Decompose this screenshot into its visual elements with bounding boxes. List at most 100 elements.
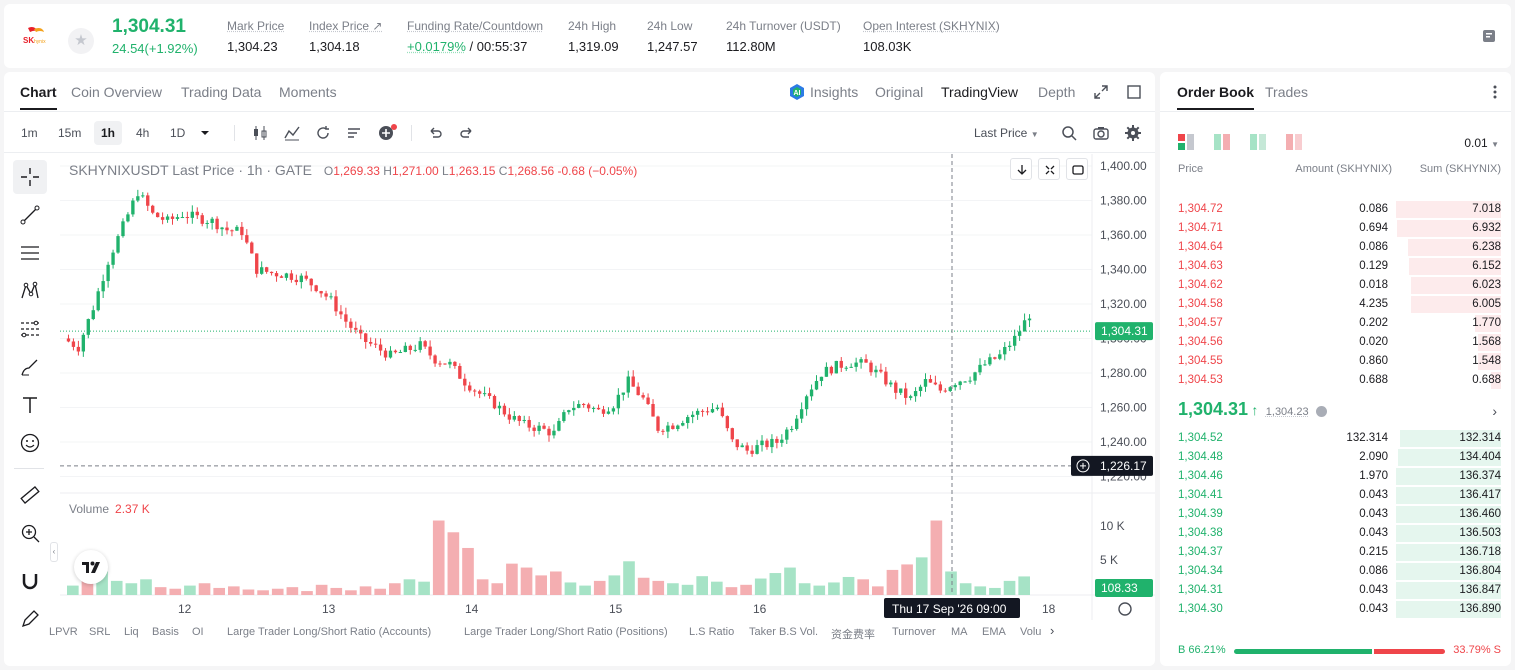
collapse-toolbar-icon[interactable]: ‹ [50, 542, 58, 562]
indicator-item[interactable]: Taker B.S Vol. [749, 626, 819, 638]
edit-lock-tool-icon[interactable] [13, 602, 47, 636]
undo-icon[interactable] [426, 124, 444, 142]
stat-open-interest[interactable]: Open Interest (SKHYNIX) 108.03K [863, 19, 1000, 54]
candle-type-icon[interactable] [251, 124, 269, 142]
search-icon[interactable] [1060, 124, 1078, 142]
pattern-tool-icon[interactable] [13, 274, 47, 308]
ask-row[interactable]: 1,304.72 0.086 7.018 [1160, 200, 1511, 219]
indicator-item[interactable]: L.S Ratio [689, 626, 735, 638]
timeframe-1h[interactable]: 1h [94, 121, 123, 145]
gear-icon[interactable] [1124, 124, 1142, 142]
indicator-item[interactable]: MA [951, 626, 968, 638]
ask-row[interactable]: 1,304.56 0.020 1.568 [1160, 333, 1511, 352]
indicator-item[interactable]: Liq [124, 626, 139, 638]
maximize-pane-icon[interactable] [1066, 158, 1088, 180]
bid-row[interactable]: 1,304.48 2.090 134.404 [1160, 448, 1511, 467]
tab-chart[interactable]: Chart [20, 84, 57, 110]
tab-trades[interactable]: Trades [1265, 84, 1309, 100]
ask-row[interactable]: 1,304.53 0.688 0.688 [1160, 371, 1511, 390]
camera-icon[interactable] [1092, 124, 1110, 142]
collapse-icon[interactable] [1038, 158, 1060, 180]
mid-price-row[interactable]: 1,304.31 ↑ 1,304.23 [1178, 399, 1327, 420]
bid-row[interactable]: 1,304.46 1.970 136.374 [1160, 467, 1511, 486]
bid-row[interactable]: 1,304.41 0.043 136.417 [1160, 486, 1511, 505]
bid-row[interactable]: 1,304.38 0.043 136.503 [1160, 524, 1511, 543]
tab-insights[interactable]: Insights [810, 84, 859, 100]
arrow-down-icon[interactable] [1010, 158, 1032, 180]
precision-select[interactable]: 0.01 ▼ [1464, 136, 1499, 150]
tab-moments[interactable]: Moments [279, 84, 337, 100]
timeframe-4h[interactable]: 4h [136, 126, 150, 140]
timeframe-1d[interactable]: 1D [170, 126, 186, 140]
book-mode-sells-icon[interactable] [1286, 134, 1302, 150]
trend-line-tool-icon[interactable] [13, 198, 47, 232]
stat-mark-price[interactable]: Mark Price 1,304.23 [227, 19, 284, 54]
timeframe-15m[interactable]: 15m [58, 126, 82, 140]
tradingview-logo-icon[interactable] [74, 550, 108, 584]
text-tool-icon[interactable] [13, 388, 47, 422]
templates-icon[interactable] [345, 124, 363, 142]
indicators-icon[interactable] [283, 124, 301, 142]
row-amount: 0.688 [1359, 374, 1388, 386]
chevron-right-icon[interactable]: › [1050, 623, 1055, 638]
ask-row[interactable]: 1,304.64 0.086 6.238 [1160, 238, 1511, 257]
indicator-item[interactable]: OI [192, 626, 204, 638]
ask-row[interactable]: 1,304.63 0.129 6.152 [1160, 257, 1511, 276]
compare-icon[interactable] [314, 124, 332, 142]
tab-depth[interactable]: Depth [1038, 84, 1076, 100]
tab-tradingview[interactable]: TradingView [941, 84, 1019, 100]
favorite-star-icon[interactable]: ★ [68, 28, 94, 54]
chevron-right-icon[interactable]: › [1492, 403, 1497, 419]
book-mode-asks-icon[interactable] [1250, 134, 1266, 150]
crosshair-tool-icon[interactable] [13, 160, 47, 194]
expand-icon[interactable] [1093, 84, 1109, 100]
fib-tool-icon[interactable] [13, 312, 47, 346]
tab-trading-data[interactable]: Trading Data [181, 84, 262, 100]
magnet-tool-icon[interactable] [13, 564, 47, 598]
indicator-item[interactable]: Large Trader Long/Short Ratio (Positions… [464, 626, 668, 638]
window-icon[interactable] [1126, 84, 1142, 100]
guide-book-icon[interactable] [1479, 26, 1499, 46]
ai-insights-icon[interactable]: AI [788, 83, 806, 101]
more-icon[interactable] [1493, 84, 1497, 100]
bid-row[interactable]: 1,304.31 0.043 136.847 [1160, 581, 1511, 600]
ruler-tool-icon[interactable] [13, 478, 47, 512]
indicator-item[interactable]: Turnover [892, 626, 936, 638]
ask-row[interactable]: 1,304.71 0.694 6.932 [1160, 219, 1511, 238]
indicator-item[interactable]: Basis [152, 626, 179, 638]
indicator-item[interactable]: EMA [982, 626, 1006, 638]
emoji-tool-icon[interactable] [13, 426, 47, 460]
indicator-item[interactable]: Large Trader Long/Short Ratio (Accounts) [227, 626, 432, 638]
tab-original[interactable]: Original [875, 84, 924, 100]
book-mode-both-icon[interactable] [1178, 134, 1194, 150]
redo-icon[interactable] [458, 124, 476, 142]
stat-index-price[interactable]: Index Price ↗ 1,304.18 [309, 19, 382, 54]
ask-row[interactable]: 1,304.55 0.860 1.548 [1160, 352, 1511, 371]
indicator-item[interactable]: LPVR [49, 626, 78, 638]
bid-row[interactable]: 1,304.39 0.043 136.460 [1160, 505, 1511, 524]
timeframe-1m[interactable]: 1m [21, 126, 38, 140]
stat-funding-rate[interactable]: Funding Rate/Countdown +0.0179% / 00:55:… [407, 19, 543, 54]
bid-row[interactable]: 1,304.52 132.314 132.314 [1160, 429, 1511, 448]
indicator-item[interactable]: 资金费率 [831, 629, 875, 641]
tab-coin-overview[interactable]: Coin Overview [71, 84, 163, 100]
alert-plus-icon[interactable] [377, 124, 397, 142]
book-mode-bids-icon[interactable] [1214, 134, 1230, 150]
price-type-select[interactable]: Last Price ▼ [974, 126, 1039, 140]
row-price: 1,304.72 [1178, 203, 1223, 215]
depth-bar [1411, 296, 1501, 313]
brush-tool-icon[interactable] [13, 350, 47, 384]
ask-row[interactable]: 1,304.58 4.235 6.005 [1160, 295, 1511, 314]
indicator-item[interactable]: SRL [89, 626, 111, 638]
zoom-in-tool-icon[interactable] [13, 516, 47, 550]
tab-order-book[interactable]: Order Book [1177, 84, 1255, 110]
indicator-item[interactable]: Volu [1020, 626, 1042, 638]
ask-row[interactable]: 1,304.62 0.018 6.023 [1160, 276, 1511, 295]
horizontal-lines-tool-icon[interactable] [13, 236, 47, 270]
bid-row[interactable]: 1,304.34 0.086 136.804 [1160, 562, 1511, 581]
ask-row[interactable]: 1,304.57 0.202 1.770 [1160, 314, 1511, 333]
bid-row[interactable]: 1,304.37 0.215 136.718 [1160, 543, 1511, 562]
bid-row[interactable]: 1,304.30 0.043 136.890 [1160, 600, 1511, 619]
chevron-down-icon[interactable] [196, 124, 214, 142]
price-chart[interactable]: 1,400.00 1,380.00 1,360.00 1,340.00 1,320.00… [4, 72, 1155, 666]
